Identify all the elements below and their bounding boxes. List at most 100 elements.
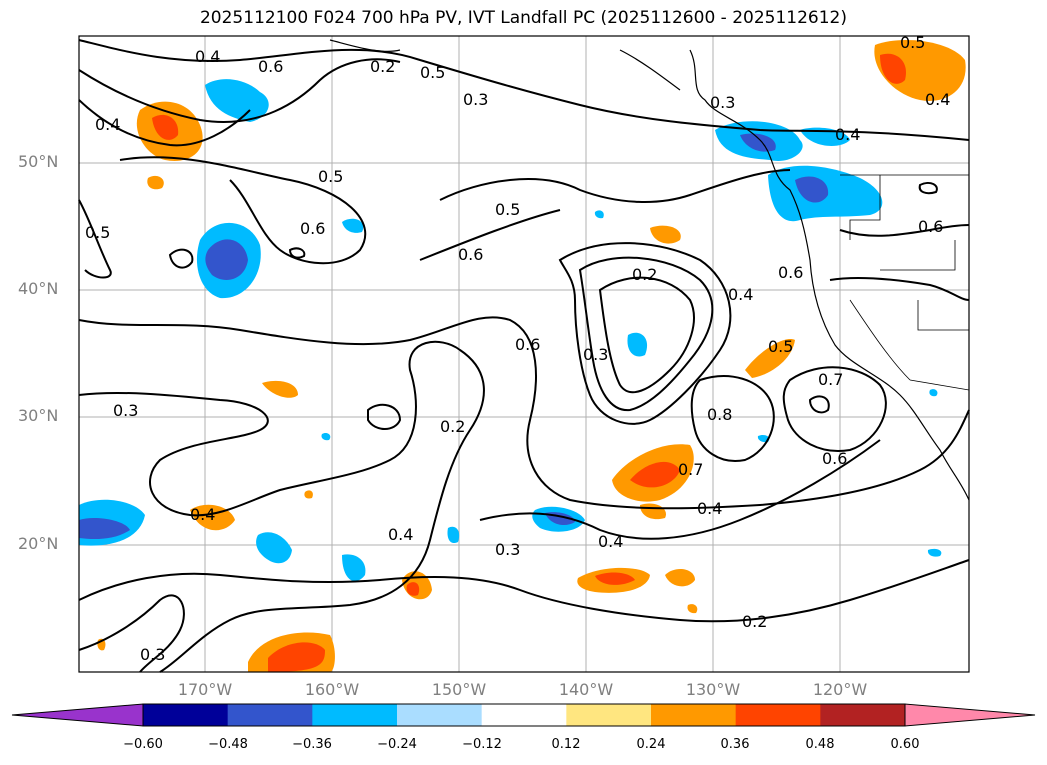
contour-label: 0.5 [318, 167, 343, 186]
negative-anomaly-patch [594, 210, 604, 219]
pv-shading [79, 40, 966, 672]
contour-label: 0.6 [515, 335, 540, 354]
negative-anomaly-patch [79, 518, 130, 540]
colorbar-extend-high [904, 703, 1036, 727]
positive-anomaly-patch [874, 40, 966, 101]
positive-anomaly-patch [268, 642, 325, 672]
contour-label: 0.2 [742, 612, 767, 631]
contour-label: 0.6 [458, 245, 483, 264]
colorbar-tick: 0.36 [720, 737, 750, 752]
colorbar-segment [735, 704, 821, 726]
positive-anomaly-patch [595, 572, 635, 585]
lat-label: 40°N [18, 279, 59, 298]
contour-label: 0.3 [113, 401, 138, 420]
colorbar-segment [143, 704, 229, 726]
map-title: 2025112100 F024 700 hPa PV, IVT Landfall… [199, 8, 847, 28]
negative-anomaly-patch [627, 332, 648, 357]
positive-anomaly-patch [880, 53, 906, 84]
colorbar-extend-low [11, 703, 144, 727]
contour-label: 0.4 [835, 125, 860, 144]
lat-label: 20°N [18, 534, 59, 553]
colorbar-segment [227, 704, 313, 726]
colorbar-tick: −0.24 [377, 737, 417, 752]
contour-label: 0.4 [190, 505, 215, 524]
lon-label: 170°W [177, 680, 233, 699]
contour-label: 0.6 [258, 57, 283, 76]
positive-anomaly-patch [745, 339, 795, 378]
contour-label: 0.4 [697, 499, 722, 518]
map-frame [78, 35, 970, 673]
negative-anomaly-patch [757, 434, 770, 443]
contour-label: 0.3 [583, 345, 608, 364]
contour-label: 0.2 [370, 57, 395, 76]
colorbar-tick: −0.12 [462, 737, 502, 752]
colorbar-tick: 0.24 [636, 737, 666, 752]
contour-labels: 0.6 0.5 0.3 0.4 0.5 0.6 0.5 0.6 0.2 0.4 … [85, 33, 950, 664]
map-panel: 0.6 0.5 0.3 0.4 0.5 0.6 0.5 0.6 0.2 0.4 … [78, 33, 970, 673]
pv-contours [78, 39, 970, 673]
positive-anomaly-patch [304, 490, 313, 499]
colorbar-segment [820, 704, 906, 726]
colorbar-tick: 0.48 [805, 737, 835, 752]
contour-label: 0.5 [768, 337, 793, 356]
lon-label: 150°W [431, 680, 487, 699]
contour-label: 0.5 [85, 223, 110, 242]
contour-label: 0.2 [632, 265, 657, 284]
contour-label: 0.6 [822, 449, 847, 468]
contour-label: 0.4 [388, 525, 413, 544]
contour-label: 0.7 [818, 370, 843, 389]
contour-label: 0.5 [420, 63, 445, 82]
colorbar-tick: 0.60 [890, 737, 920, 752]
contour-label: 0.3 [710, 93, 735, 112]
contour-label: 0.3 [495, 540, 520, 559]
colorbar-tick: −0.60 [123, 737, 163, 752]
colorbar-segment [481, 704, 567, 726]
contour-label: 0.5 [900, 33, 925, 52]
lat-label: 50°N [18, 152, 59, 171]
negative-anomaly-patch [205, 79, 269, 122]
contour-label: 0.4 [95, 115, 120, 134]
lon-label: 130°W [685, 680, 741, 699]
coastlines [329, 39, 970, 501]
negative-anomaly-patch [342, 218, 364, 233]
contour-label: 0.4 [728, 285, 753, 304]
lat-label: 30°N [18, 406, 59, 425]
colorbar-tick: −0.36 [292, 737, 332, 752]
contour-label: 0.6 [918, 217, 943, 236]
lon-label: 140°W [558, 680, 614, 699]
colorbar-tick: 0.12 [551, 737, 581, 752]
negative-anomaly-patch [342, 554, 366, 582]
contour-label: 0.4 [925, 90, 950, 109]
contour-label: 0.6 [300, 219, 325, 238]
contour-label: 0.2 [440, 417, 465, 436]
positive-anomaly-patch [406, 582, 420, 596]
positive-anomaly-patch [687, 604, 698, 614]
colorbar-tick: −0.48 [208, 737, 248, 752]
colorbar-segment [566, 704, 652, 726]
positive-anomaly-patch [262, 380, 298, 398]
contour-label: 0.6 [778, 263, 803, 282]
negative-anomaly-patch [256, 532, 292, 564]
negative-anomaly-patch [927, 548, 942, 557]
positive-anomaly-patch [665, 568, 695, 587]
negative-anomaly-patch [740, 133, 776, 152]
negative-anomaly-patch [795, 176, 829, 203]
negative-anomaly-patch [929, 389, 938, 397]
positive-anomaly-patch [630, 461, 680, 488]
lon-label: 120°W [812, 680, 868, 699]
positive-anomaly-patch [650, 225, 681, 244]
negative-anomaly-patch [205, 239, 248, 280]
negative-anomaly-patch [321, 432, 331, 441]
negative-anomaly-patch [447, 526, 460, 544]
contour-label: 0.4 [598, 532, 623, 551]
contour-label: 0.5 [495, 200, 520, 219]
contour-label: 0.7 [678, 460, 703, 479]
colorbar-segment [397, 704, 483, 726]
colorbar-segment [651, 704, 737, 726]
colorbar-segment [312, 704, 398, 726]
positive-anomaly-patch [152, 114, 179, 140]
contour-label: 0.3 [463, 90, 488, 109]
contour-label: 0.3 [140, 645, 165, 664]
contour-label: 0.4 [195, 47, 220, 66]
lon-label: 160°W [304, 680, 360, 699]
